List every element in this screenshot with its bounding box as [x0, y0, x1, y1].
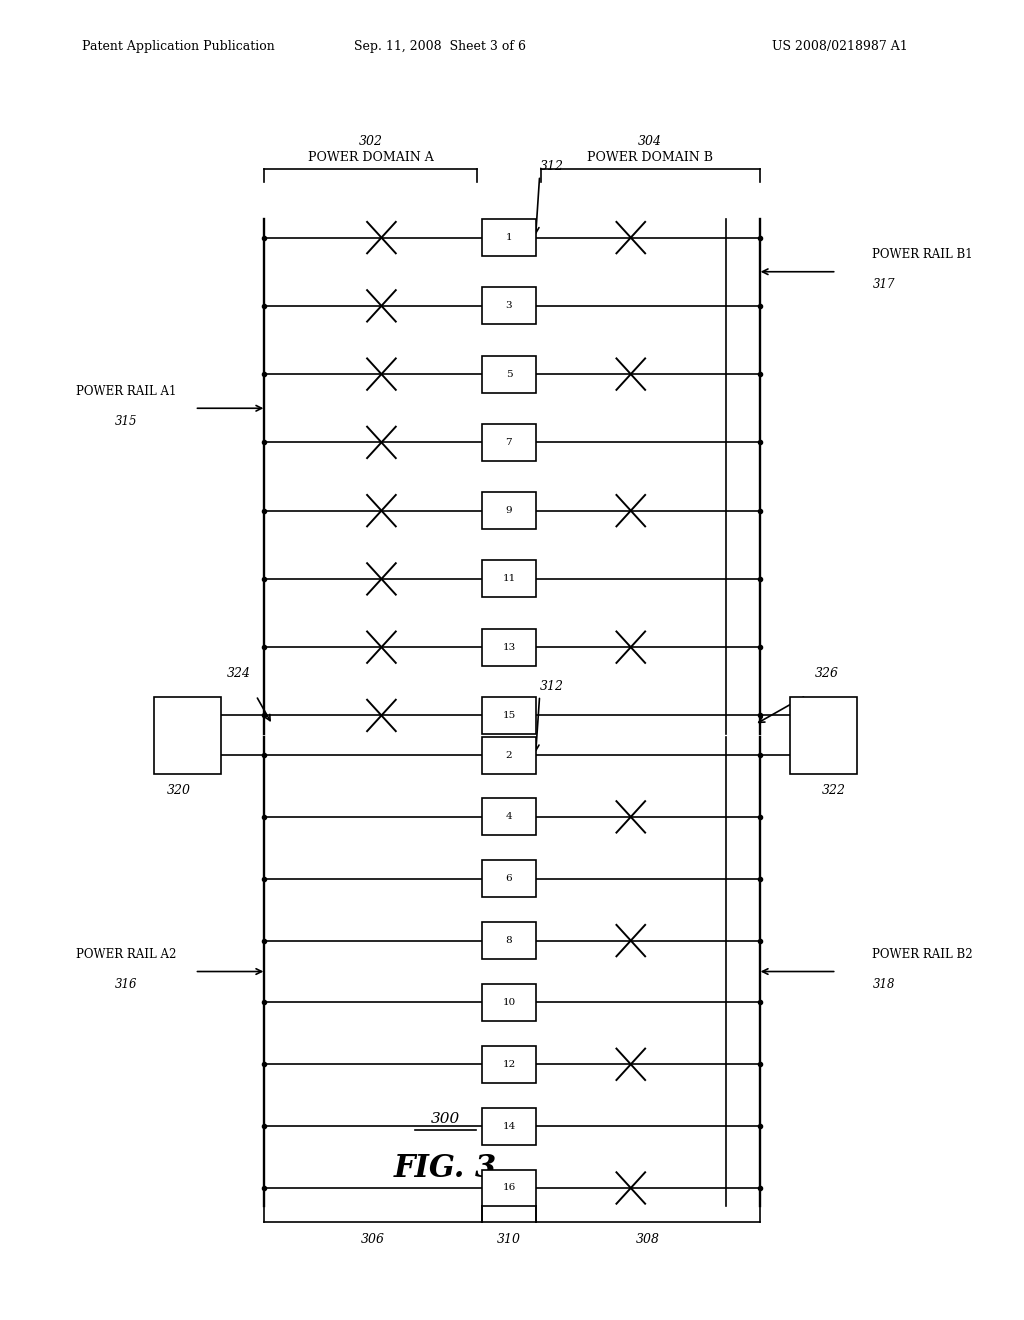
Bar	[791, 697, 856, 774]
Text: 324: 324	[226, 667, 251, 680]
Text: 317: 317	[872, 279, 895, 292]
Bar	[482, 561, 536, 598]
Text: 5: 5	[506, 370, 512, 379]
Bar	[482, 983, 536, 1020]
Text: 7: 7	[506, 438, 512, 447]
Text: 320: 320	[167, 784, 191, 797]
Bar	[482, 697, 536, 734]
Text: POWER DOMAIN A: POWER DOMAIN A	[308, 150, 433, 164]
Text: 322: 322	[821, 784, 846, 797]
Text: 1: 1	[506, 234, 512, 242]
Bar	[482, 923, 536, 960]
Text: 16: 16	[503, 1184, 515, 1192]
Text: 312: 312	[540, 680, 563, 693]
Text: POWER RAIL A2: POWER RAIL A2	[76, 948, 176, 961]
Text: 308: 308	[636, 1233, 659, 1246]
Text: 315: 315	[115, 414, 137, 428]
Text: 9: 9	[506, 506, 512, 515]
Text: 10: 10	[503, 998, 515, 1007]
Text: 326: 326	[814, 667, 839, 680]
Bar	[482, 1170, 536, 1206]
Bar	[482, 737, 536, 774]
Text: 11: 11	[503, 574, 515, 583]
Bar	[154, 697, 221, 774]
Text: 14: 14	[503, 1122, 515, 1131]
Bar	[482, 1045, 536, 1082]
Bar	[482, 861, 536, 898]
Text: US 2008/0218987 A1: US 2008/0218987 A1	[772, 40, 907, 53]
Bar	[482, 1107, 536, 1144]
Text: 15: 15	[503, 711, 515, 719]
Text: 310: 310	[497, 1233, 521, 1246]
Bar	[482, 355, 536, 392]
Text: 318: 318	[872, 978, 895, 991]
Text: POWER RAIL A1: POWER RAIL A1	[76, 384, 176, 397]
Text: Sep. 11, 2008  Sheet 3 of 6: Sep. 11, 2008 Sheet 3 of 6	[354, 40, 526, 53]
Text: POWER RAIL B2: POWER RAIL B2	[872, 948, 973, 961]
Text: 13: 13	[503, 643, 515, 652]
Bar	[482, 219, 536, 256]
Text: 8: 8	[506, 936, 512, 945]
Text: 302: 302	[358, 135, 383, 148]
Text: 3: 3	[506, 301, 512, 310]
Text: 312: 312	[540, 160, 563, 173]
Text: 6: 6	[506, 874, 512, 883]
Text: 316: 316	[115, 978, 137, 991]
Bar	[482, 628, 536, 665]
Text: 4: 4	[506, 812, 512, 821]
Text: POWER DOMAIN B: POWER DOMAIN B	[587, 150, 714, 164]
Text: 12: 12	[503, 1060, 515, 1069]
Bar	[482, 799, 536, 836]
Text: 2: 2	[506, 751, 512, 759]
Bar	[482, 492, 536, 529]
Text: Patent Application Publication: Patent Application Publication	[82, 40, 274, 53]
Text: 300: 300	[431, 1113, 460, 1126]
Text: 306: 306	[361, 1233, 385, 1246]
Text: FIG. 3: FIG. 3	[394, 1152, 497, 1184]
Bar	[482, 424, 536, 461]
Text: POWER RAIL B1: POWER RAIL B1	[872, 248, 973, 261]
Bar	[482, 288, 536, 325]
Text: 304: 304	[638, 135, 663, 148]
